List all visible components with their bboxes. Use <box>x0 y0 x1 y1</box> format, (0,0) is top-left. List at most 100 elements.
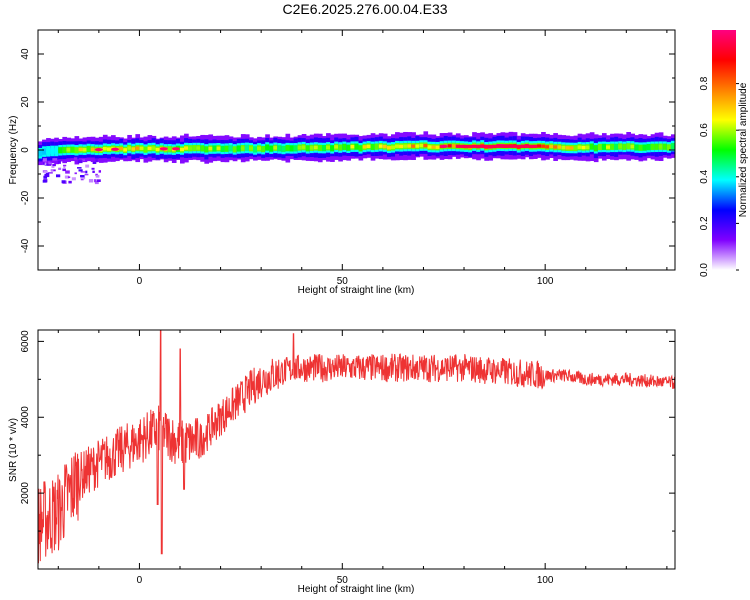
spectrogram-cell <box>42 149 47 154</box>
spectrogram-cell <box>338 145 343 150</box>
y-tick-label: -40 <box>20 238 31 253</box>
spectrogram-cell <box>94 181 99 185</box>
spectrogram-cell <box>569 146 575 150</box>
spectrogram-cell <box>326 145 331 150</box>
spectrogram-cell <box>358 146 364 150</box>
spectrogram-cell <box>399 144 404 149</box>
spectrogram-cell <box>451 144 457 148</box>
spectrogram-cell <box>309 146 315 150</box>
spectrogram-cell <box>50 149 55 153</box>
spectrogram-cell <box>46 149 51 153</box>
x-tick-label: 50 <box>337 575 349 586</box>
spectrogram-cell <box>77 167 82 169</box>
spectrogram-cell <box>403 144 408 148</box>
spectrogram-cell <box>610 145 615 149</box>
spectrogram-cell <box>386 146 392 150</box>
spectrogram-cell <box>390 145 396 150</box>
spectrogram-cell <box>102 147 108 151</box>
spectrogram-cell <box>71 177 76 181</box>
spectrogram-cell <box>88 179 94 183</box>
spectrogram-cell <box>561 145 567 150</box>
spectrogram-cell <box>92 161 97 164</box>
spectrogram-cell <box>200 146 205 151</box>
spectrogram-cell <box>342 145 347 149</box>
spectrogram-cell <box>557 145 562 149</box>
spectrogram-cell <box>585 145 591 150</box>
spectrogram-cell <box>577 145 583 149</box>
spectrogram-cell <box>305 146 311 150</box>
spectrogram-cell <box>45 172 50 175</box>
spectrogram-cell <box>147 146 153 151</box>
spectrogram-cell <box>95 159 98 163</box>
spectrogram-cell <box>131 147 136 151</box>
spectrogram-cell <box>362 145 368 149</box>
snr-frame <box>37 329 676 570</box>
spectrogram-cell <box>407 144 412 148</box>
spectrogram-cell <box>55 174 61 178</box>
spectrogram-cell <box>208 146 214 151</box>
spectrogram-cell <box>135 146 141 150</box>
spectrogram-cell <box>216 146 222 150</box>
x-tick-label: 0 <box>137 276 143 287</box>
spectrogram-cell <box>42 158 47 162</box>
y-tick-label: 20 <box>20 96 31 108</box>
spectrogram-cell <box>70 148 76 152</box>
spectrogram-cell <box>435 145 441 149</box>
spectrogram-peak <box>439 144 448 148</box>
colorbar-tick-label: 0.8 <box>699 76 710 90</box>
spectrogram-cell <box>85 164 90 168</box>
spectrogram-cell <box>77 160 83 164</box>
spectrogram-cell <box>370 145 376 149</box>
spectrogram-cell <box>240 146 246 150</box>
spectrogram-cell <box>95 174 100 178</box>
spectrogram-cell <box>73 157 78 160</box>
spectrogram-cell <box>74 148 80 152</box>
spectrogram-cell <box>65 170 70 174</box>
spectrogram-cell <box>346 146 352 150</box>
spectrogram-cell <box>622 145 627 149</box>
spectrogram-cell <box>549 144 554 149</box>
spectrogram-cell <box>646 145 652 149</box>
spectrogram-cell <box>42 180 47 183</box>
spectrogram-cell <box>618 144 623 149</box>
x-tick-label: 100 <box>537 575 554 586</box>
colorbar-label: Normalized spectral amplitude <box>738 82 749 217</box>
spectrogram-cell <box>47 164 52 166</box>
spectrogram-cell <box>415 144 420 148</box>
spectrogram-cell <box>411 144 416 148</box>
spectrogram-cell <box>654 145 660 149</box>
y-tick-label: 6000 <box>20 330 31 353</box>
spectrogram-cell <box>48 162 52 166</box>
colorbar: 0.0 0.2 0.4 0.6 0.8 Normalized spectral ampl… <box>699 30 749 277</box>
spectrogram-cell <box>382 144 388 149</box>
spectrogram-cell <box>44 173 50 178</box>
spectrogram-axes: 0 50 100 -40 -20 0 20 40 <box>20 29 675 287</box>
spectrogram-cell <box>281 147 287 151</box>
spectrogram-cell <box>634 145 640 150</box>
spectrogram-cell <box>81 159 86 161</box>
spectrogram-cell <box>670 144 675 148</box>
spectrogram-cell <box>61 180 66 184</box>
spectrogram-cell <box>248 146 254 150</box>
spectrogram-cell <box>666 145 672 150</box>
spectrogram-cell <box>80 171 86 173</box>
spectrogram-cell <box>192 146 197 150</box>
spectrogram-cell <box>184 146 189 150</box>
spectrogram-cell <box>378 144 384 148</box>
spectrogram-cell <box>78 169 83 172</box>
spectrogram-xlabel: Height of straight line (km) <box>298 285 415 296</box>
spectrogram-cell <box>65 176 71 179</box>
colorbar-tick-label: 0.6 <box>699 123 710 137</box>
spectrogram-cell <box>334 145 339 149</box>
spectrogram-cell <box>261 147 266 151</box>
spectrogram-peak <box>171 147 180 151</box>
spectrogram-cell <box>86 147 92 151</box>
spectrogram-cell <box>96 179 101 183</box>
snr-panel: 0 50 100 2000 4000 6000 Height of straight li… <box>8 329 676 595</box>
spectrogram-cell <box>297 145 303 150</box>
spectrogram-cell <box>313 145 319 150</box>
spectrogram-cell <box>68 180 72 184</box>
x-tick-label: 100 <box>537 276 554 287</box>
spectrogram-cell <box>62 168 66 172</box>
spectrogram-cell <box>232 147 238 152</box>
